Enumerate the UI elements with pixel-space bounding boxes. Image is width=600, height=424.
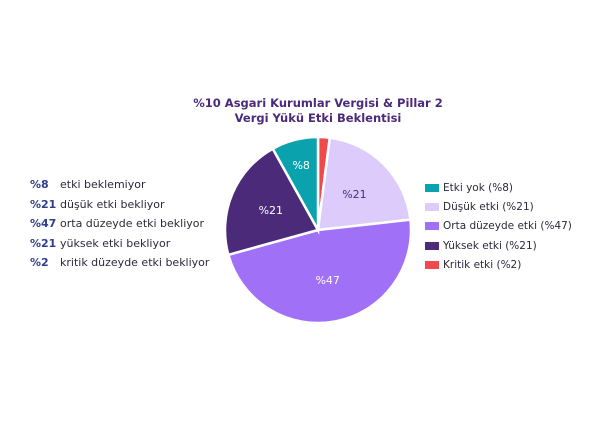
annotation-list: %8 etki beklemiyor %21 düşük etki bekliyor… <box>30 175 209 273</box>
annotation-item: %21 düşük etki bekliyor <box>30 195 209 215</box>
annotation-text: düşük etki bekliyor <box>60 197 165 211</box>
legend-swatch <box>425 183 439 192</box>
annotation-item: %8 etki beklemiyor <box>30 175 209 195</box>
legend-item: Yüksek etki (%21) <box>425 236 572 255</box>
chart-title-line-2: Vergi Yükü Etki Beklentisi <box>234 111 402 125</box>
legend-swatch <box>425 260 439 269</box>
legend-item: Orta düzeyde etki (%47) <box>425 217 572 236</box>
chart-title-line-1: %10 Asgari Kurumlar Vergisi & Pillar 2 <box>193 96 443 110</box>
legend: Etki yok (%8) Düşük etki (%21) Orta düze… <box>425 178 572 274</box>
annotation-text: yüksek etki bekliyor <box>60 236 171 250</box>
slice-label: %8 <box>292 159 309 172</box>
legend-swatch <box>425 222 439 231</box>
pie-slice <box>271 135 320 235</box>
pie-slice <box>223 147 320 257</box>
legend-item: Etki yok (%8) <box>425 178 572 197</box>
legend-label: Etki yok (%8) <box>443 181 513 194</box>
legend-item: Düşük etki (%21) <box>425 197 572 216</box>
annotation-pct: %21 <box>30 197 57 211</box>
pie-slice <box>226 218 413 325</box>
annotation-text: orta düzeyde etki bekliyor <box>60 217 205 231</box>
legend-swatch <box>425 202 439 211</box>
legend-swatch <box>425 241 439 250</box>
chart-title: %10 Asgari Kurumlar Vergisi & Pillar 2 V… <box>180 96 456 126</box>
legend-label: Kritik etki (%2) <box>443 258 522 271</box>
pie-slice <box>316 136 412 232</box>
annotation-pct: %47 <box>30 217 57 231</box>
annotation-pct: %2 <box>30 256 49 270</box>
legend-label: Orta düzeyde etki (%47) <box>443 220 572 233</box>
slice-label: %21 <box>342 188 366 201</box>
slice-label: %47 <box>315 274 339 287</box>
annotation-pct: %8 <box>30 178 49 192</box>
annotation-pct: %21 <box>30 236 57 250</box>
annotation-item: %2 kritik düzeyde etki bekliyor <box>30 253 209 273</box>
annotation-item: %47 orta düzeyde etki bekliyor <box>30 214 209 234</box>
annotation-text: etki beklemiyor <box>60 178 146 192</box>
slice-label: %21 <box>259 204 283 217</box>
legend-label: Yüksek etki (%21) <box>443 239 537 252</box>
legend-item: Kritik etki (%2) <box>425 255 572 274</box>
annotation-text: kritik düzeyde etki bekliyor <box>60 256 210 270</box>
legend-label: Düşük etki (%21) <box>443 200 534 213</box>
annotation-item: %21 yüksek etki bekliyor <box>30 234 209 254</box>
